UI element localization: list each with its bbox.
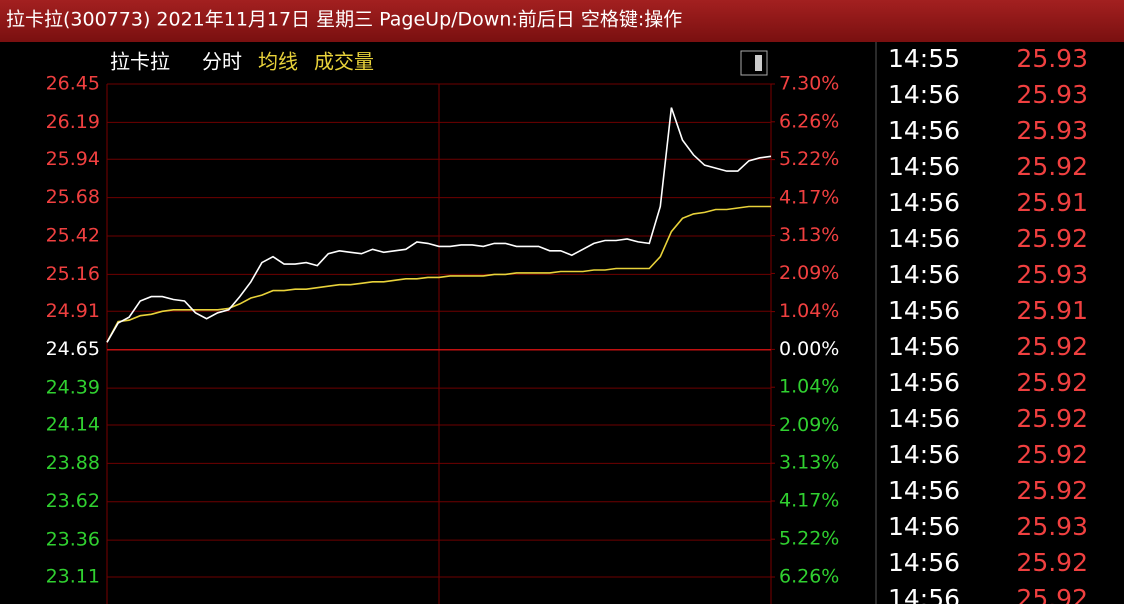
trade-time: 14:56: [888, 332, 960, 361]
trade-time: 14:56: [888, 584, 960, 604]
y2-tick-label: 6.26%: [779, 566, 839, 588]
trade-time: 14:56: [888, 512, 960, 541]
trade-price: 25.91: [1016, 188, 1088, 217]
mode-label: 分时: [202, 50, 242, 74]
y2-tick-label: 4.17%: [779, 490, 839, 512]
trade-price: 25.93: [1016, 260, 1088, 289]
y2-tick-label: 6.26%: [779, 110, 839, 132]
trade-time: 14:56: [888, 296, 960, 325]
trade-time: 14:56: [888, 404, 960, 433]
y-tick-label: 25.68: [46, 186, 100, 208]
y2-tick-label: 2.09%: [779, 414, 839, 436]
header-bar: [0, 0, 1124, 42]
toggle-icon-bar: [755, 55, 762, 71]
price-line: [106, 205, 771, 343]
trade-time: 14:56: [888, 224, 960, 253]
trade-time: 14:56: [888, 116, 960, 145]
y2-tick-label: 3.13%: [779, 452, 839, 474]
trade-price: 25.92: [1016, 152, 1088, 181]
trade-price: 25.93: [1016, 116, 1088, 145]
trade-price: 25.92: [1016, 224, 1088, 253]
y2-tick-label: 5.22%: [779, 528, 839, 550]
trade-price: 25.93: [1016, 80, 1088, 109]
y-tick-label: 23.11: [46, 566, 100, 588]
trade-time: 14:56: [888, 548, 960, 577]
y-tick-label: 24.14: [46, 413, 100, 435]
trade-price: 25.92: [1016, 368, 1088, 397]
trade-price: 25.91: [1016, 296, 1088, 325]
stock-name: 拉卡拉: [110, 50, 170, 74]
trade-time: 14:56: [888, 440, 960, 469]
trade-time: 14:55: [888, 44, 960, 73]
price-line: [106, 107, 772, 343]
y-tick-label: 24.65: [46, 338, 100, 360]
trade-price: 25.92: [1016, 548, 1088, 577]
trade-price: 25.93: [1016, 44, 1088, 73]
trade-time: 14:56: [888, 476, 960, 505]
indicator-label[interactable]: 成交量: [314, 50, 374, 74]
y-tick-label: 24.39: [46, 377, 100, 399]
y-tick-label: 26.19: [46, 111, 100, 133]
y2-tick-label: 1.04%: [779, 376, 839, 398]
trade-price: 25.92: [1016, 404, 1088, 433]
y2-tick-label: 0.00%: [779, 338, 839, 360]
y2-tick-label: 5.22%: [779, 148, 839, 170]
trade-price: 25.93: [1016, 512, 1088, 541]
y-tick-label: 23.88: [46, 452, 100, 474]
trade-price: 25.92: [1016, 440, 1088, 469]
y-tick-label: 24.91: [46, 300, 100, 322]
y-tick-label: 26.45: [46, 73, 100, 95]
trade-price: 25.92: [1016, 476, 1088, 505]
trade-time: 14:56: [888, 368, 960, 397]
trade-price: 25.92: [1016, 332, 1088, 361]
y-tick-label: 23.36: [46, 529, 100, 551]
trade-time: 14:56: [888, 188, 960, 217]
y2-tick-label: 3.13%: [779, 224, 839, 246]
header-title: 拉卡拉(300773) 2021年11月17日 星期三 PageUp/Down:…: [6, 9, 682, 31]
y-tick-label: 25.16: [46, 263, 100, 285]
y-tick-label: 25.94: [46, 148, 100, 170]
y-tick-label: 25.42: [46, 225, 100, 247]
legend-avg: 均线: [258, 50, 298, 74]
y2-tick-label: 2.09%: [779, 262, 839, 284]
y2-tick-label: 1.04%: [779, 300, 839, 322]
trade-time: 14:56: [888, 152, 960, 181]
trade-time: 14:56: [888, 260, 960, 289]
trade-time: 14:56: [888, 80, 960, 109]
y2-tick-label: 7.30%: [779, 73, 839, 95]
toggle-icon[interactable]: [740, 50, 768, 76]
trade-price: 25.92: [1016, 584, 1088, 604]
y2-tick-label: 4.17%: [779, 186, 839, 208]
y-tick-label: 23.62: [46, 490, 100, 512]
